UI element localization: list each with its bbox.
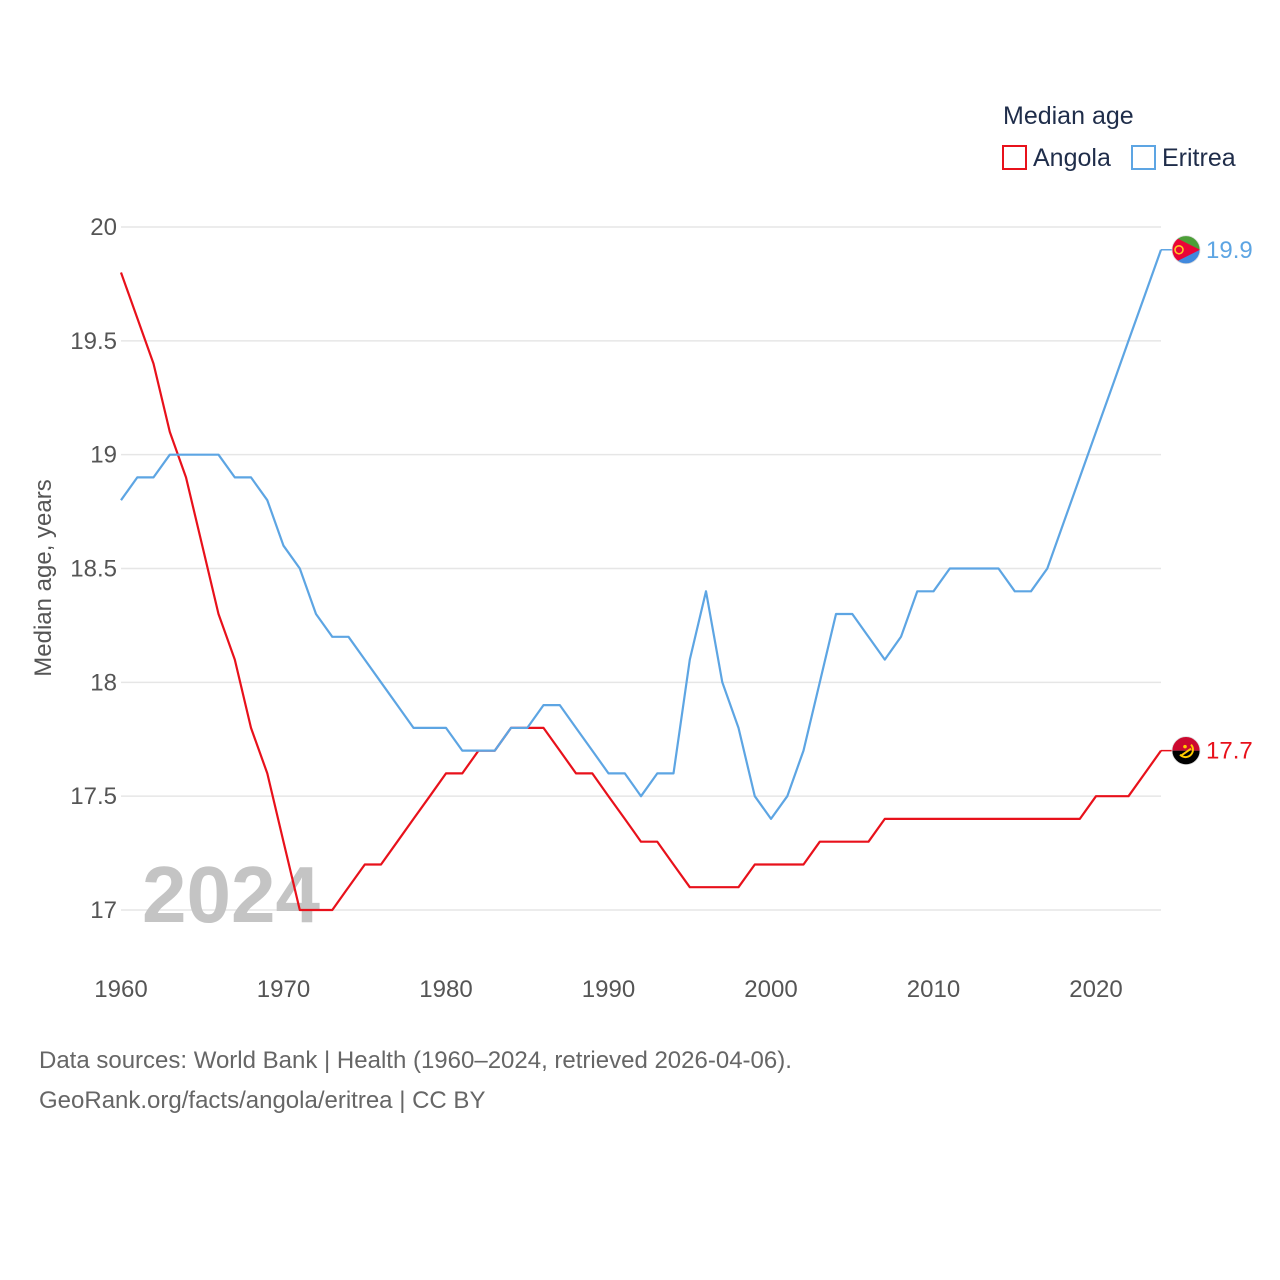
x-tick-label: 1980: [419, 976, 472, 1003]
x-tick-label: 1970: [257, 976, 310, 1003]
legend-swatch-angola: [1002, 145, 1027, 170]
legend-swatch-eritrea: [1131, 145, 1156, 170]
legend-item-angola[interactable]: Angola: [1002, 144, 1111, 172]
y-tick-label: 19.5: [70, 328, 117, 355]
x-tick-label: 1960: [94, 976, 147, 1003]
attribution-link[interactable]: GeoRank.org/facts/angola/eritrea | CC BY: [39, 1087, 485, 1114]
y-tick-label: 19: [90, 442, 117, 469]
y-axis-label: Median age, years: [30, 479, 57, 676]
y-tick-label: 17: [90, 897, 117, 924]
data-source-text: Data sources: World Bank | Health (1960–…: [39, 1047, 792, 1074]
angola-flag-icon: [1171, 736, 1201, 766]
x-tick-label: 1990: [582, 976, 635, 1003]
x-tick-label: 2020: [1069, 976, 1122, 1003]
legend-label-angola: Angola: [1033, 144, 1111, 172]
grid: [121, 226, 1161, 911]
x-axis-ticks: 1960 1970 1980 1990 2000 2010 2020: [94, 976, 1122, 1003]
x-tick-label: 2010: [907, 976, 960, 1003]
legend-title: Median age: [1003, 102, 1134, 130]
series-line-eritrea[interactable]: [120, 249, 1163, 821]
end-markers: 17.7 19.9: [1161, 235, 1253, 766]
end-value-eritrea: 19.9: [1206, 237, 1253, 264]
y-tick-label: 20: [90, 214, 117, 241]
series-lines: [119, 249, 1163, 912]
legend-label-eritrea: Eritrea: [1162, 144, 1236, 172]
y-axis-ticks: 17 17.5 18 18.5 19 19.5 20: [70, 214, 117, 924]
series-line-angola[interactable]: [119, 272, 1162, 912]
x-tick-label: 2000: [744, 976, 797, 1003]
y-tick-label: 18: [90, 669, 117, 696]
year-watermark: 2024: [142, 850, 320, 939]
y-tick-label: 18.5: [70, 556, 117, 583]
legend-item-eritrea[interactable]: Eritrea: [1131, 144, 1236, 172]
y-tick-label: 17.5: [70, 783, 117, 810]
end-value-angola: 17.7: [1206, 738, 1253, 765]
eritrea-flag-icon: [1171, 235, 1201, 265]
